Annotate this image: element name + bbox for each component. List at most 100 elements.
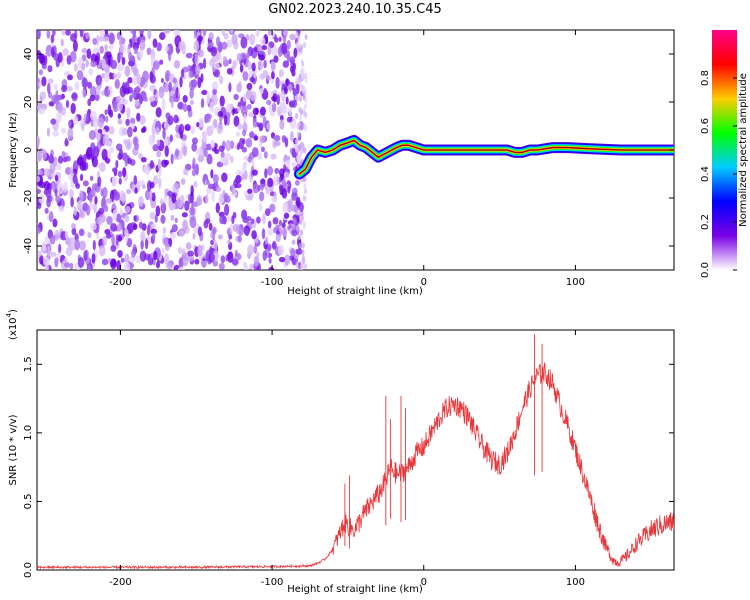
noise-blob	[202, 30, 207, 37]
noise-blob	[52, 218, 58, 228]
noise-blob	[124, 253, 130, 264]
noise-blob	[93, 146, 100, 159]
noise-blob	[283, 86, 288, 95]
noise-blob	[243, 113, 247, 123]
noise-blob	[259, 178, 266, 185]
noise-blob	[99, 45, 104, 54]
noise-blob	[187, 250, 195, 257]
noise-blob	[139, 39, 146, 51]
noise-blob	[290, 100, 298, 108]
noise-blob	[104, 228, 111, 235]
noise-blob	[211, 93, 216, 100]
noise-blob	[105, 233, 112, 239]
noise-blob	[87, 231, 92, 239]
noise-blob	[66, 155, 71, 162]
noise-blob	[87, 98, 92, 107]
noise-blob	[240, 105, 248, 116]
noise-blob	[208, 32, 214, 41]
noise-blob	[167, 49, 172, 62]
noise-blob	[264, 208, 271, 217]
noise-blob	[117, 235, 123, 242]
noise-blob	[90, 60, 97, 68]
noise-blob	[79, 209, 84, 218]
noise-blob	[286, 116, 293, 123]
noise-blob	[298, 242, 302, 249]
noise-blob	[240, 36, 248, 49]
noise-blob	[116, 101, 123, 112]
noise-blob	[104, 109, 108, 116]
noise-blob	[244, 263, 248, 270]
noise-blob	[181, 212, 188, 218]
noise-blob	[147, 30, 152, 40]
noise-blob	[287, 83, 293, 92]
noise-blob	[38, 193, 45, 204]
noise-blob	[132, 42, 140, 51]
noise-blob	[282, 60, 290, 68]
noise-blob	[243, 161, 248, 169]
noise-blob	[209, 101, 215, 113]
noise-blob	[247, 188, 253, 194]
noise-blob	[110, 244, 117, 252]
noise-blob	[79, 30, 84, 38]
noise-blob	[108, 126, 115, 135]
snr-scale-label: (x104)	[5, 309, 19, 340]
noise-blob	[189, 87, 194, 99]
noise-blob	[110, 72, 115, 80]
colorbar-tick-label: 0.6	[700, 118, 711, 134]
noise-blob	[38, 81, 42, 88]
noise-blob	[251, 169, 258, 176]
noise-blob	[37, 250, 42, 257]
snr-line	[37, 362, 674, 570]
noise-blob	[103, 72, 110, 83]
noise-blob	[290, 131, 294, 142]
x-tick-label: -200	[109, 277, 132, 288]
y-tick-label: 40	[23, 48, 34, 61]
noise-blob	[261, 45, 268, 51]
noise-blob	[267, 227, 274, 236]
noise-blob	[294, 146, 298, 153]
noise-blob	[45, 189, 52, 199]
noise-blob	[45, 50, 52, 56]
noise-blob	[123, 261, 131, 270]
noise-blob	[62, 48, 69, 56]
noise-blob	[174, 183, 181, 189]
noise-blob	[206, 90, 210, 103]
noise-blob	[269, 203, 276, 213]
noise-blob	[81, 77, 89, 89]
noise-blob	[118, 35, 123, 47]
noise-blob	[197, 226, 203, 237]
noise-blob	[86, 112, 90, 125]
noise-blob	[182, 103, 188, 113]
noise-blob	[135, 255, 141, 264]
noise-blob	[293, 217, 297, 225]
noise-blob	[64, 262, 71, 268]
noise-blob	[118, 148, 124, 160]
noise-blob	[139, 250, 147, 262]
noise-blob	[304, 125, 308, 132]
x-tick-label: 100	[566, 577, 585, 588]
noise-blob	[210, 239, 214, 246]
noise-blob	[202, 58, 207, 69]
noise-blob	[210, 139, 215, 149]
noise-blob	[102, 134, 110, 146]
noise-blob	[237, 223, 244, 236]
noise-blob	[256, 216, 261, 224]
snr-scale-base: (x10	[8, 317, 19, 340]
noise-blob	[172, 77, 177, 84]
noise-blob	[205, 193, 209, 204]
noise-blob	[140, 239, 144, 250]
noise-blob	[257, 45, 262, 52]
noise-blob	[40, 243, 47, 254]
noise-blob	[251, 158, 255, 168]
noise-blob	[223, 32, 229, 40]
noise-blob	[185, 163, 192, 171]
noise-blob	[81, 62, 86, 71]
noise-blob	[131, 90, 137, 99]
noise-blob	[165, 262, 173, 270]
noise-blob	[223, 114, 228, 126]
noise-blob	[291, 229, 298, 237]
noise-blob	[225, 139, 232, 152]
noise-blob	[192, 232, 196, 240]
